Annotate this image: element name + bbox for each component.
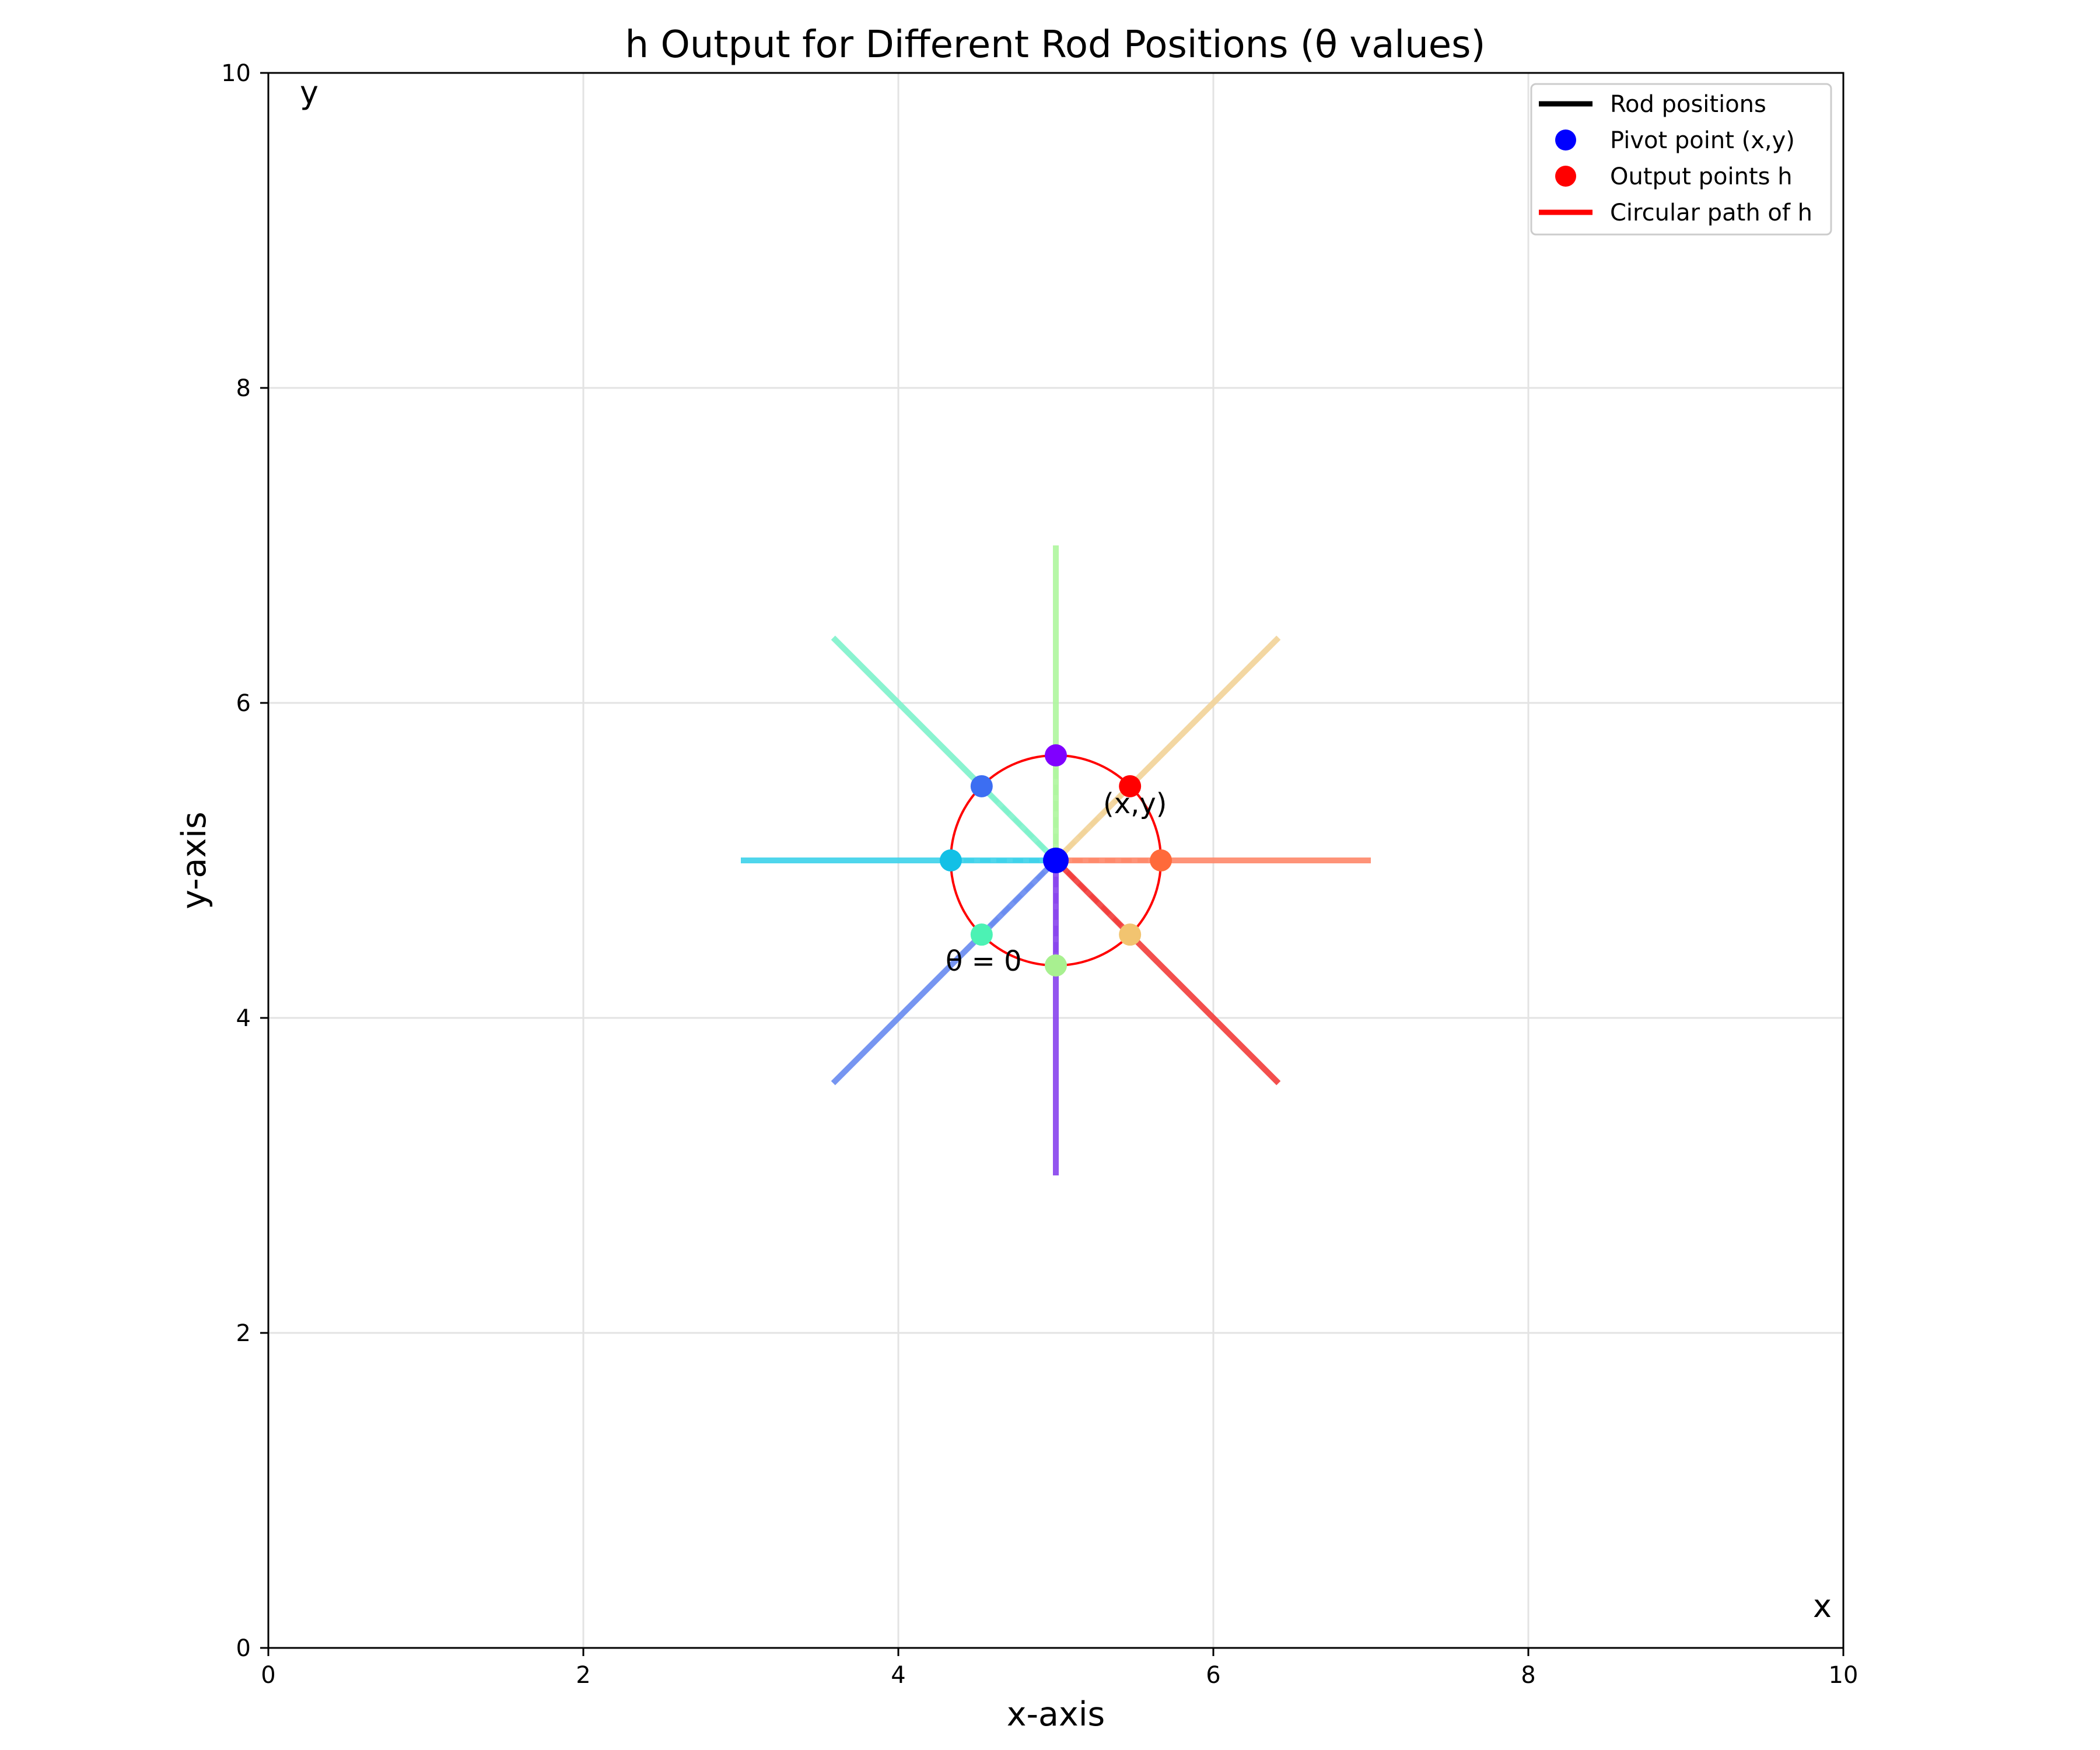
x-tick-label: 10: [1829, 1662, 1859, 1689]
y-tick-label: 0: [236, 1635, 251, 1662]
legend-box: [1530, 83, 1832, 236]
x-axis-label: x-axis: [1007, 1695, 1105, 1734]
ticks: 0 2 4 6 8 10 0 2 4 6 8 10: [221, 60, 1858, 1689]
y-tick-label: 8: [236, 375, 251, 402]
legend-items: Rod positions Pivot point (x,y) Output poi…: [1539, 91, 1812, 226]
output-point-h: [1119, 775, 1142, 797]
pivot-point: [1043, 848, 1069, 873]
legend-label: Pivot point (x,y): [1610, 127, 1795, 154]
output-points: [939, 744, 1172, 977]
corner-label-y: y: [300, 74, 318, 111]
x-tick-label: 8: [1521, 1662, 1535, 1689]
annotation-label: (x,y): [1103, 788, 1167, 820]
y-tick-label: 4: [236, 1005, 251, 1032]
legend-marker-swatch: [1555, 166, 1576, 187]
output-point-h: [1045, 744, 1067, 766]
rod-to-h-segment: [980, 859, 1058, 936]
x-tick-label: 6: [1206, 1662, 1220, 1689]
rod-to-h-segment: [1054, 785, 1132, 862]
annotations: (x,y) θ = 0: [946, 788, 1167, 978]
output-point-h: [1045, 954, 1067, 977]
x-tick-label: 0: [261, 1662, 275, 1689]
rod-to-h-segment: [980, 785, 1058, 862]
corner-label-x: x: [1813, 1588, 1832, 1625]
y-tick-label: 2: [236, 1320, 251, 1347]
rod-to-h-segment: [1054, 859, 1132, 936]
output-point-h: [1150, 849, 1172, 872]
legend-marker-swatch: [1555, 130, 1576, 150]
legend: Rod positions Pivot point (x,y) Output poi…: [1530, 83, 1832, 236]
x-tick-label: 4: [891, 1662, 905, 1689]
annotation-label: θ = 0: [946, 945, 1022, 978]
legend-label: Output points h: [1610, 163, 1793, 190]
x-tick-label: 2: [576, 1662, 590, 1689]
legend-label: Rod positions: [1610, 91, 1766, 118]
y-tick-label: 6: [236, 690, 251, 717]
legend-label: Circular path of h: [1610, 200, 1812, 226]
output-point-h: [1119, 923, 1142, 946]
chart-title: h Output for Different Rod Positions (θ …: [625, 23, 1486, 66]
y-tick-label: 10: [221, 60, 251, 87]
output-point-h: [939, 849, 962, 872]
rods: [741, 545, 1371, 1175]
output-point-h: [970, 923, 993, 946]
plot-frame: [267, 72, 1845, 1649]
output-point-h: [970, 775, 993, 797]
y-axis-label: y-axis: [175, 811, 214, 909]
pivot: [1043, 848, 1069, 873]
